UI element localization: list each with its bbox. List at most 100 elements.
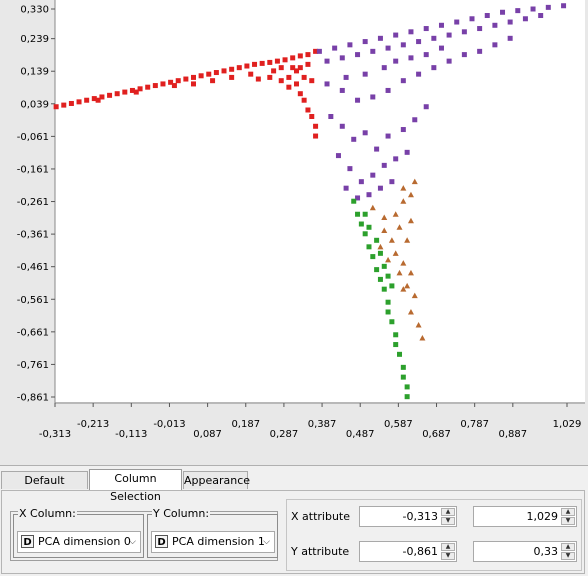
data-point bbox=[355, 52, 361, 58]
data-point bbox=[400, 374, 406, 380]
data-point bbox=[374, 146, 380, 152]
data-point bbox=[377, 243, 384, 250]
data-point bbox=[206, 71, 212, 77]
data-point bbox=[358, 179, 364, 185]
data-point bbox=[343, 185, 349, 191]
data-point bbox=[385, 299, 391, 305]
spin-up-icon[interactable]: ▲ bbox=[441, 508, 455, 516]
scatter-plot[interactable]: 0,330 0,239 0,139 0,039 -0,061 -0,161 -0,261 -0… bbox=[0, 0, 588, 465]
data-point bbox=[412, 117, 418, 123]
x-attribute-max-spinner[interactable]: 1,029 ▲ ▼ bbox=[473, 506, 577, 527]
tab-column-selection[interactable]: Column Selection bbox=[89, 469, 182, 503]
data-point bbox=[400, 364, 406, 370]
x-attribute-min-value: -0,313 bbox=[402, 510, 438, 523]
data-point bbox=[305, 107, 311, 113]
chevron-down-icon: ⌵ bbox=[129, 537, 136, 547]
data-point bbox=[377, 185, 383, 191]
data-point bbox=[407, 269, 414, 276]
data-point bbox=[213, 70, 219, 76]
tab-appearance[interactable]: Appearance bbox=[183, 471, 250, 489]
x-attribute-max-value: 1,029 bbox=[526, 510, 559, 523]
data-point bbox=[377, 276, 383, 282]
spin-down-icon[interactable]: ▼ bbox=[561, 552, 575, 560]
data-point bbox=[114, 91, 120, 97]
data-point bbox=[301, 97, 307, 103]
data-point bbox=[423, 26, 429, 32]
data-point bbox=[61, 102, 67, 108]
spin-up-icon[interactable]: ▲ bbox=[561, 508, 575, 516]
data-point bbox=[236, 65, 242, 71]
spin-up-icon[interactable]: ▲ bbox=[441, 543, 455, 551]
data-point bbox=[248, 71, 254, 77]
data-point bbox=[107, 92, 113, 98]
data-point bbox=[259, 60, 265, 66]
data-point bbox=[137, 86, 143, 92]
data-point bbox=[294, 81, 300, 87]
spin-down-icon[interactable]: ▼ bbox=[441, 552, 455, 560]
y-column-select[interactable]: D PCA dimension 1 ⌵ bbox=[151, 531, 275, 553]
spin-down-icon[interactable]: ▼ bbox=[561, 517, 575, 525]
data-point bbox=[324, 81, 330, 87]
x-tick-label: 0,687 bbox=[422, 429, 451, 440]
column-selection-group: X Column: D PCA dimension 0 ⌵ Y Column: … bbox=[10, 507, 278, 561]
data-point bbox=[477, 26, 483, 32]
data-point bbox=[328, 114, 334, 120]
y-tick-label: -0,861 bbox=[17, 393, 49, 404]
data-point bbox=[530, 6, 536, 12]
data-point bbox=[309, 114, 315, 120]
y-tick-label: -0,061 bbox=[17, 132, 49, 143]
data-point bbox=[160, 81, 166, 87]
data-point bbox=[461, 29, 467, 35]
y-attribute-min-value: -0,861 bbox=[402, 545, 438, 558]
data-point bbox=[309, 78, 315, 84]
x-tick-label: 0,887 bbox=[499, 429, 528, 440]
data-point bbox=[274, 58, 280, 64]
data-point bbox=[381, 214, 388, 220]
data-point bbox=[301, 74, 307, 80]
data-point bbox=[393, 156, 399, 162]
data-point bbox=[145, 84, 151, 90]
data-point bbox=[133, 89, 139, 95]
data-point bbox=[377, 35, 383, 41]
y-attribute-label: Y attribute bbox=[291, 545, 350, 558]
data-point bbox=[252, 61, 258, 67]
x-attribute-min-spinner[interactable]: -0,313 ▲ ▼ bbox=[359, 506, 457, 527]
tab-bar: Default Settings Column Selection Appear… bbox=[0, 469, 588, 505]
y-attribute-max-value: 0,33 bbox=[533, 545, 559, 558]
y-tick-label: -0,461 bbox=[17, 262, 49, 273]
data-point bbox=[381, 65, 387, 71]
y-tick-label: -0,761 bbox=[17, 360, 49, 371]
spin-down-icon[interactable]: ▼ bbox=[441, 517, 455, 525]
double-type-icon: D bbox=[155, 535, 168, 548]
data-point bbox=[305, 52, 311, 58]
y-attribute-min-spinner[interactable]: -0,861 ▲ ▼ bbox=[359, 541, 457, 562]
tab-default-settings[interactable]: Default Settings bbox=[1, 471, 88, 505]
data-point bbox=[347, 42, 353, 48]
data-point bbox=[355, 97, 361, 103]
y-attribute-max-spinner[interactable]: 0,33 ▲ ▼ bbox=[473, 541, 577, 562]
data-point bbox=[366, 224, 372, 230]
data-point bbox=[438, 45, 444, 51]
data-point bbox=[129, 87, 135, 93]
data-point bbox=[297, 65, 303, 71]
data-point bbox=[84, 97, 90, 103]
data-point bbox=[522, 16, 528, 22]
data-point bbox=[404, 237, 411, 243]
data-point bbox=[446, 32, 452, 38]
data-point bbox=[335, 153, 341, 159]
x-column-select[interactable]: D PCA dimension 0 ⌵ bbox=[17, 531, 141, 553]
x-tick-label: 1,029 bbox=[553, 419, 582, 430]
data-point bbox=[355, 211, 361, 217]
data-point bbox=[267, 74, 273, 80]
data-point bbox=[190, 74, 196, 80]
data-point bbox=[385, 256, 392, 263]
data-point bbox=[366, 244, 372, 250]
data-point bbox=[374, 237, 380, 243]
data-point bbox=[374, 267, 380, 273]
y-tick-label: 0,239 bbox=[20, 34, 49, 45]
data-point bbox=[438, 22, 444, 28]
data-point bbox=[244, 63, 250, 69]
y-tick-label: -0,561 bbox=[17, 295, 49, 306]
double-type-icon: D bbox=[21, 535, 34, 548]
spin-up-icon[interactable]: ▲ bbox=[561, 543, 575, 551]
